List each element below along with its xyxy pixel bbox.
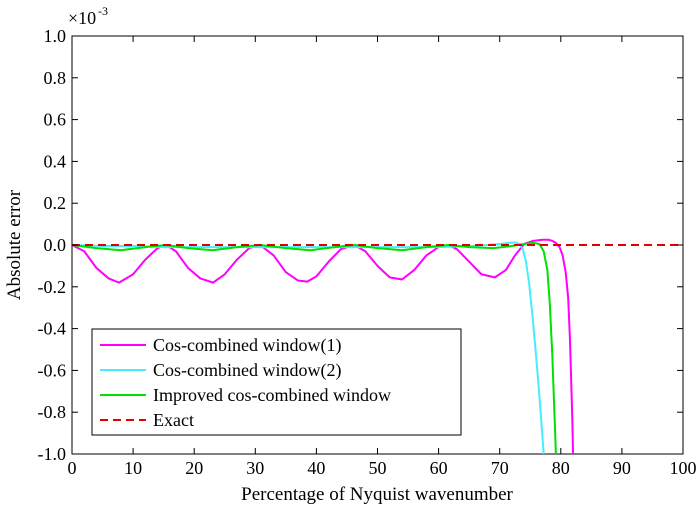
- y-tick-label: -0.8: [38, 402, 67, 422]
- y-tick-label: 0.4: [44, 151, 67, 171]
- legend-box: [91, 328, 462, 436]
- legend-label: Cos-combined window(2): [153, 360, 341, 381]
- y-tick-label: 0.0: [44, 235, 67, 255]
- y-axis-ticks: -1.0 -0.8 -0.6 -0.4 -0.2 0.0 0.2 0.4 0.6 0.8 1.0: [38, 26, 683, 464]
- y-multiplier-exponent: -3: [98, 4, 108, 18]
- x-tick-label: 60: [430, 458, 448, 478]
- x-tick-label: 0: [68, 458, 77, 478]
- x-tick-label: 30: [246, 458, 264, 478]
- legend-label: Cos-combined window(1): [153, 335, 341, 356]
- y-tick-label: 0.2: [44, 193, 67, 213]
- x-tick-label: 100: [670, 458, 697, 478]
- x-tick-label: 20: [185, 458, 203, 478]
- x-axis-ticks: 0 10 20 30 40 50 60 70 80 90 100: [68, 36, 697, 478]
- x-tick-label: 70: [491, 458, 509, 478]
- legend: Cos-combined window(1) Cos-combined windo…: [91, 328, 462, 436]
- y-multiplier-base: ×10: [68, 8, 96, 28]
- x-tick-label: 80: [552, 458, 570, 478]
- y-tick-label: -0.4: [38, 319, 67, 339]
- y-axis-label: Absolute error: [4, 189, 25, 300]
- series-line: [72, 238, 575, 454]
- y-tick-label: 0.8: [44, 68, 67, 88]
- y-tick-label: -0.6: [38, 360, 67, 380]
- x-tick-label: 50: [369, 458, 387, 478]
- y-tick-label: 0.6: [44, 110, 67, 130]
- y-tick-label: -0.2: [38, 277, 67, 297]
- x-tick-label: 90: [613, 458, 631, 478]
- series-layer: [72, 238, 683, 454]
- legend-label: Improved cos-combined window: [153, 385, 391, 405]
- y-axis-multiplier: ×10 -3: [68, 4, 108, 28]
- x-tick-label: 10: [124, 458, 142, 478]
- x-tick-label: 40: [307, 458, 325, 478]
- x-axis-label: Percentage of Nyquist wavenumber: [241, 484, 513, 505]
- y-tick-label: 1.0: [44, 26, 67, 46]
- series-line: [72, 241, 557, 454]
- y-tick-label: -1.0: [38, 444, 67, 464]
- legend-label: Exact: [153, 410, 194, 430]
